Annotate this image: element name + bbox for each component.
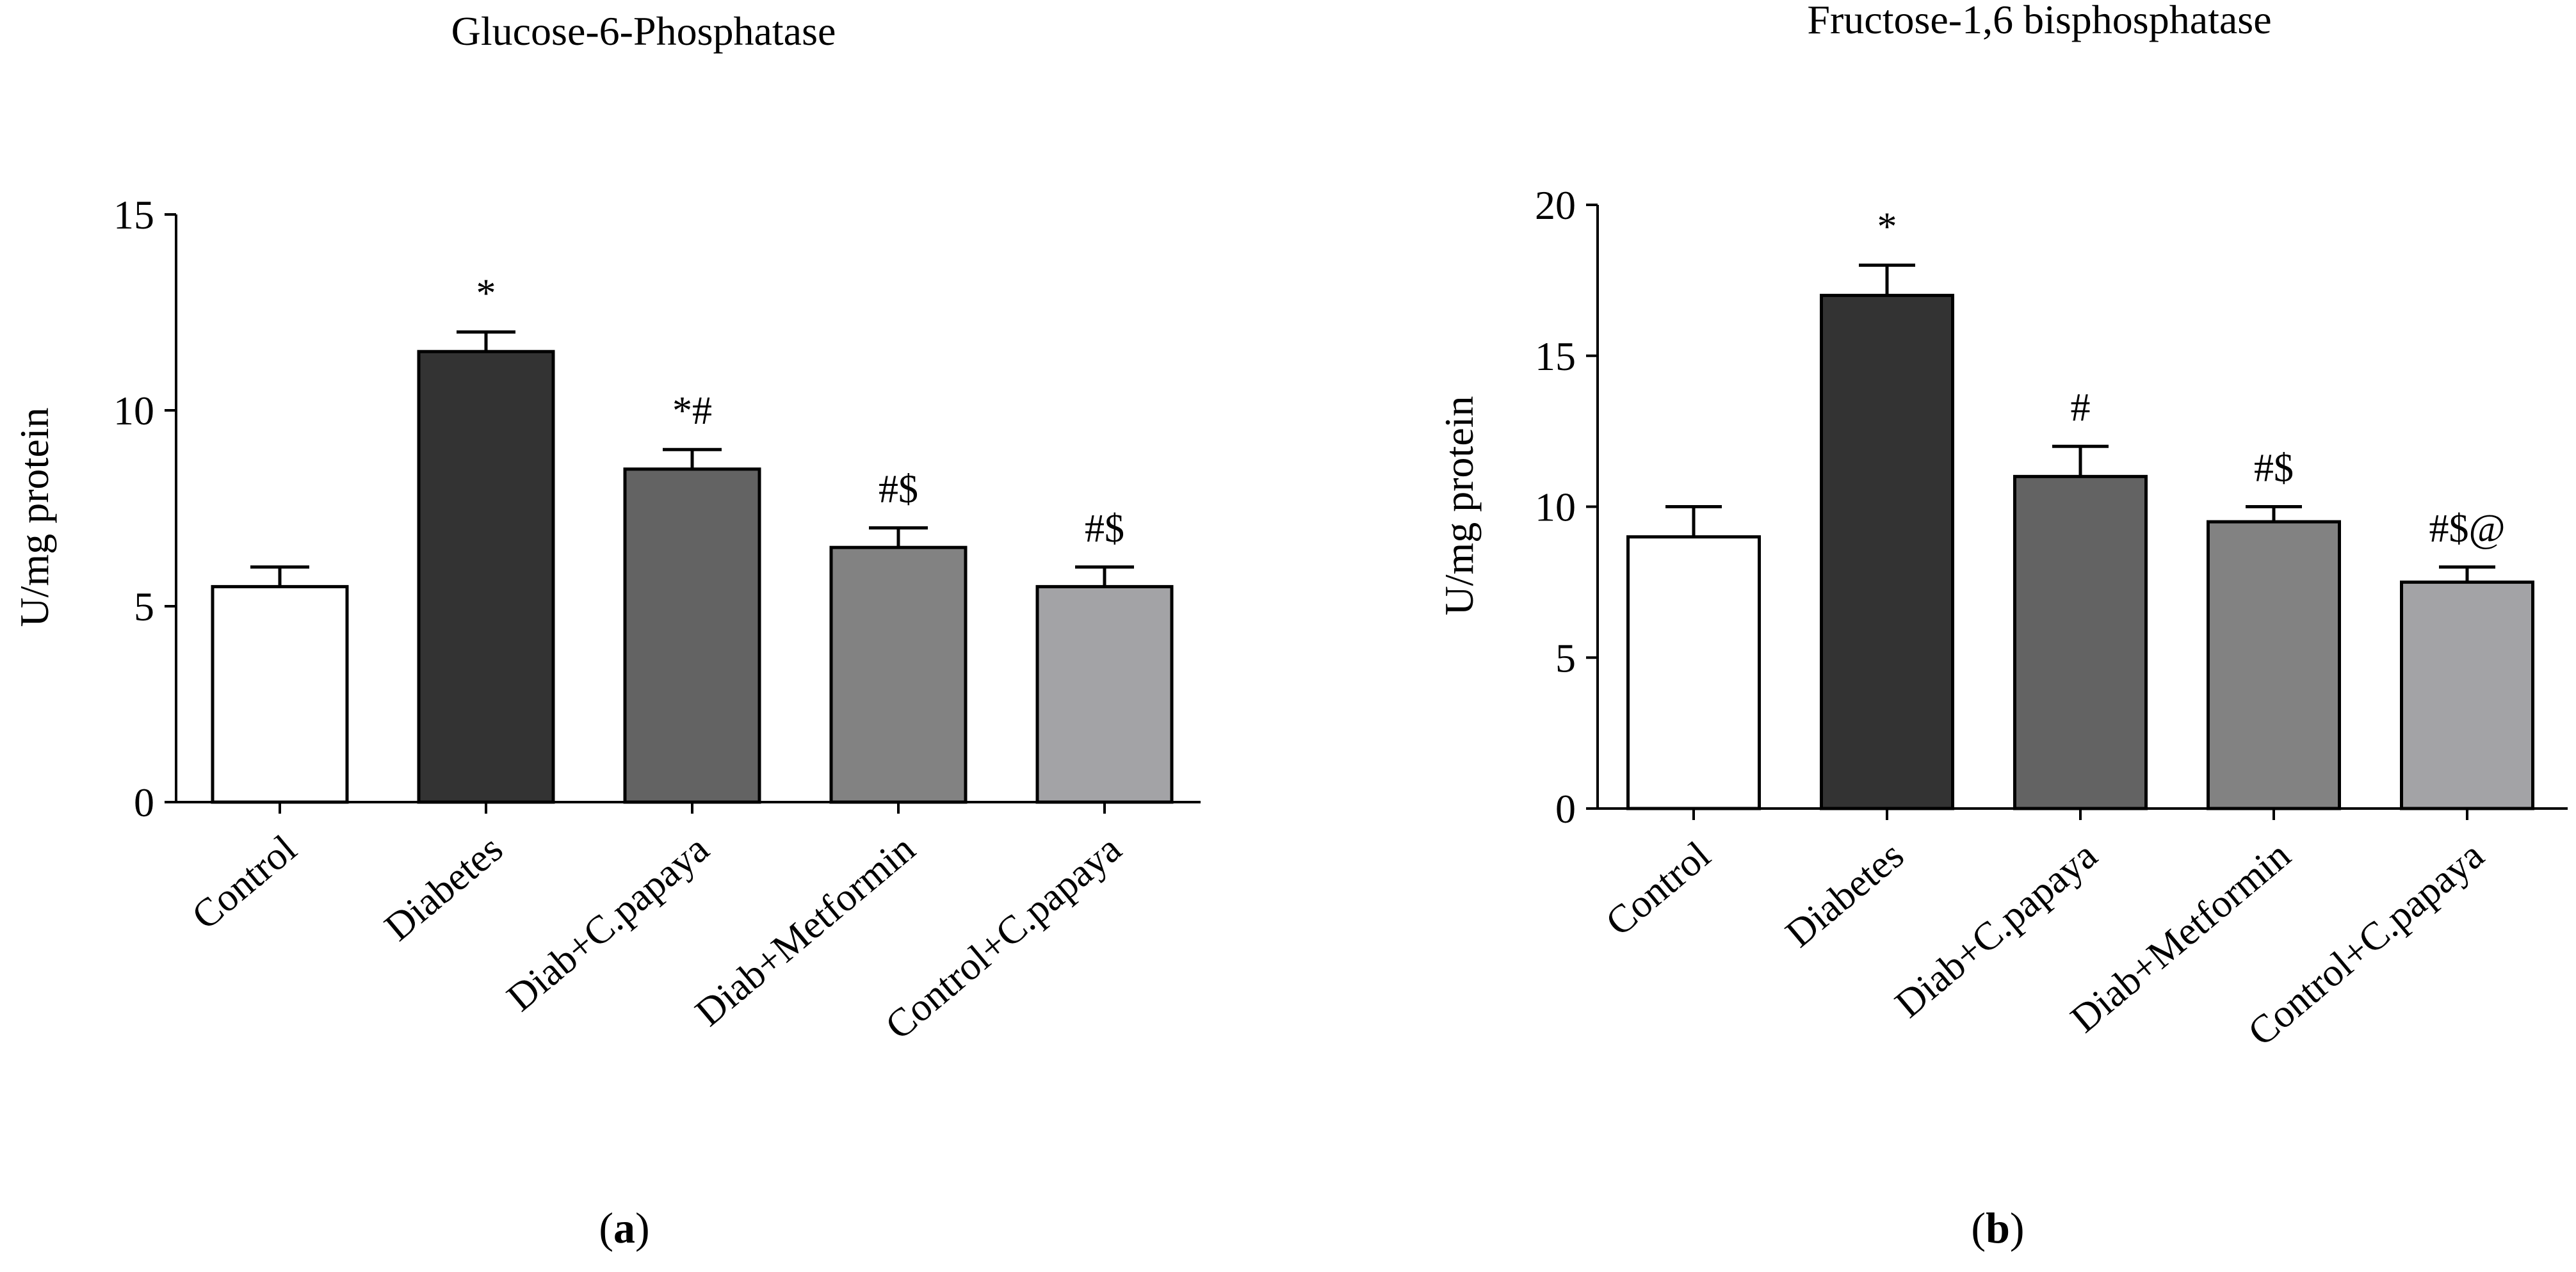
bar [2207, 520, 2341, 810]
bars: * *# #$ #$ [211, 272, 1174, 804]
chart-title: Fructose-1,6 bisphosphatase [1807, 0, 2271, 42]
panel-label-open: ( [1971, 1204, 1986, 1252]
significance-label: * [476, 272, 496, 316]
significance-label: #$ [879, 468, 918, 511]
y-axis-label: U/mg protein [1436, 396, 1482, 615]
bar [2013, 474, 2148, 810]
significance-label: #$ [1085, 507, 1124, 551]
significance-label: *# [672, 389, 712, 433]
y-tick-label: 5 [1555, 635, 1576, 680]
panel-label: (b) [1971, 1204, 2024, 1252]
y-tick-label: 10 [113, 388, 154, 433]
bar [623, 467, 761, 804]
significance-label: #$ [2254, 447, 2294, 490]
y-tick-label: 10 [1535, 485, 1576, 530]
y-tick-label: 20 [1535, 182, 1576, 228]
bar [829, 545, 968, 804]
panel-label: (a) [599, 1204, 649, 1252]
bar [1035, 584, 1174, 804]
panel-label-close: ) [2010, 1204, 2025, 1252]
significance-label: # [2071, 386, 2091, 430]
y-axis: 0 5 10 15 20 [1535, 182, 1599, 832]
chart-title: Glucose-6-Phosphatase [451, 8, 836, 54]
panel-label-open: ( [599, 1204, 613, 1252]
y-tick-label: 5 [134, 584, 154, 629]
bar [1626, 535, 1761, 810]
significance-label: * [1877, 205, 1897, 248]
panel-label-letter: b [1986, 1204, 2010, 1252]
panel-label-close: ) [635, 1204, 650, 1252]
bar [211, 584, 349, 804]
y-tick-label: 0 [134, 780, 154, 825]
significance-label: #$@ [2429, 507, 2505, 551]
y-axis: 0 5 10 15 [113, 192, 177, 825]
y-axis-label: U/mg protein [12, 407, 57, 627]
panel-label-letter: a [613, 1204, 635, 1252]
y-tick-label: 0 [1555, 786, 1576, 832]
y-tick-label: 15 [1535, 334, 1576, 379]
bar [417, 350, 555, 804]
bar [1820, 293, 1954, 810]
y-tick-label: 15 [113, 192, 154, 237]
bar [2400, 580, 2534, 810]
